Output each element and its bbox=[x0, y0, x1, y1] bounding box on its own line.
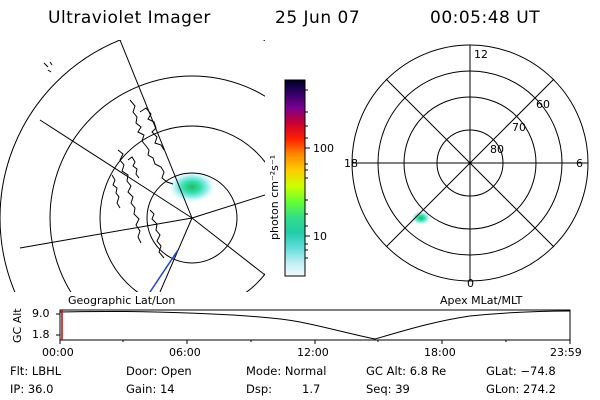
geographic-map-label: Geographic Lat/Lon bbox=[68, 294, 176, 307]
glon-info: GLon: 274.2 bbox=[486, 382, 556, 396]
altitude-xtick-0000: 00:00 bbox=[42, 346, 74, 359]
gc-alt-info: GC Alt: 6.8 Re bbox=[366, 364, 447, 378]
apex-map-label: Apex MLat/MLT bbox=[440, 294, 523, 307]
door-info: Door: Open bbox=[126, 364, 192, 378]
colorbar-tick-100: 100 bbox=[313, 142, 334, 155]
mlt-label-12: 12 bbox=[474, 48, 488, 61]
dsp-value: 1.7 bbox=[302, 382, 321, 396]
auroral-emission bbox=[168, 171, 216, 203]
colorbar-tick-10: 10 bbox=[313, 230, 327, 243]
altitude-curve bbox=[59, 310, 571, 340]
auroral-emission-mag bbox=[411, 211, 431, 225]
mlt-label-0: 0 bbox=[467, 277, 474, 290]
dsp-label: Dsp: bbox=[246, 382, 273, 396]
glat-info: GLat: −74.8 bbox=[486, 364, 556, 378]
time-label: 00:05:48 UT bbox=[430, 8, 541, 28]
instrument-title: Ultraviolet Imager bbox=[48, 8, 211, 28]
mlt-label-18: 18 bbox=[344, 157, 358, 170]
mlat-label-80: 80 bbox=[490, 143, 504, 156]
altitude-ytick-high: 9.0 bbox=[32, 307, 50, 320]
mlt-label-6: 6 bbox=[576, 157, 583, 170]
filter-info: Flt: LBHL bbox=[10, 364, 62, 378]
altitude-ylabel: GC Alt bbox=[11, 308, 24, 343]
magnetic-polar-map: 12 18 6 0 60 70 80 bbox=[344, 44, 589, 290]
coastline bbox=[43, 61, 174, 259]
colorbar bbox=[284, 79, 306, 277]
altitude-xtick-0600: 06:00 bbox=[169, 346, 201, 359]
altitude-xtick-1800: 18:00 bbox=[424, 346, 456, 359]
altitude-xtick-1200: 12:00 bbox=[297, 346, 329, 359]
colorbar-unit-label: photon cm⁻²s⁻¹ bbox=[268, 155, 281, 240]
altitude-xtick-2359: 23:59 bbox=[550, 346, 582, 359]
date-label: 25 Jun 07 bbox=[275, 8, 361, 28]
ip-info: IP: 36.0 bbox=[10, 382, 54, 396]
seq-info: Seq: 39 bbox=[366, 382, 410, 396]
mlat-label-70: 70 bbox=[512, 121, 526, 134]
gain-info: Gain: 14 bbox=[126, 382, 175, 396]
geographic-map bbox=[0, 40, 265, 292]
altitude-ytick-low: 1.8 bbox=[32, 328, 50, 341]
mlat-label-60: 60 bbox=[536, 98, 550, 111]
mode-info: Mode: Normal bbox=[246, 364, 327, 378]
